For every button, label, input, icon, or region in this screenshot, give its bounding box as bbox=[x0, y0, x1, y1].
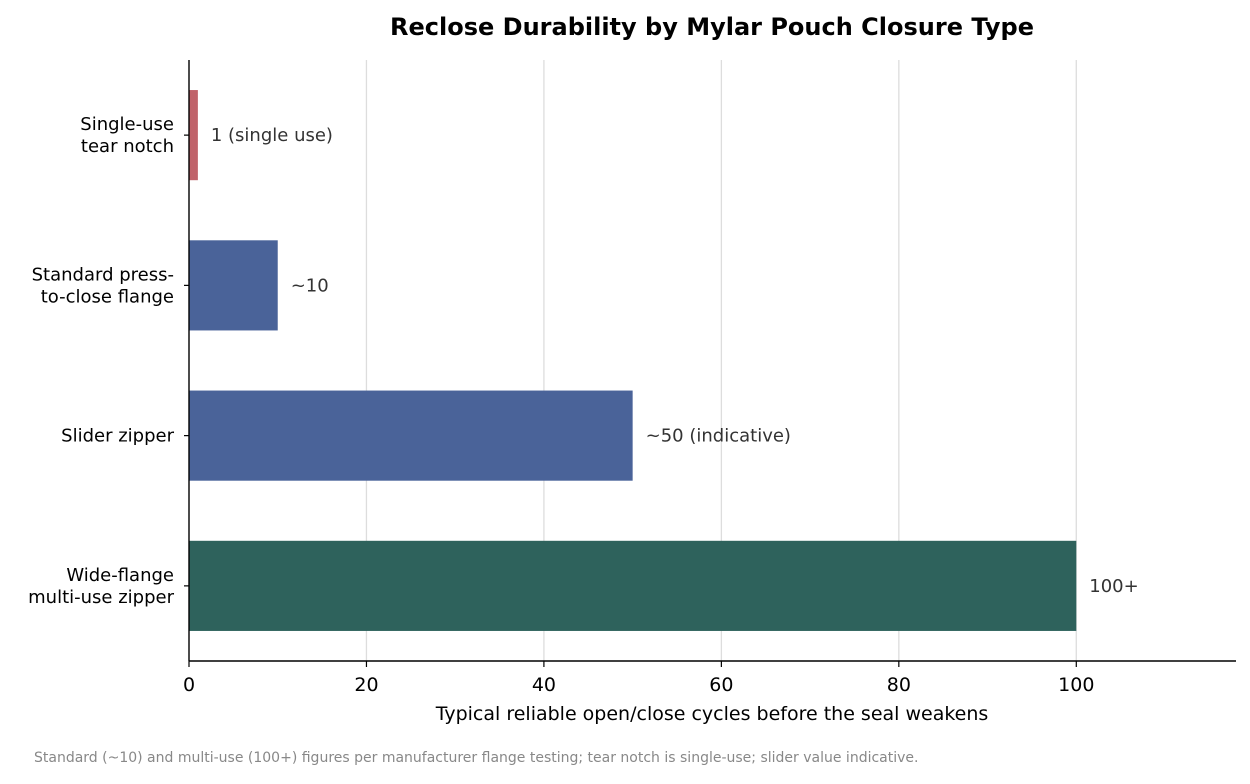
axes: 0 20 40 60 80 100 Single-use tear notch Standard… bbox=[28, 60, 1236, 696]
x-tick-label: 80 bbox=[887, 674, 911, 696]
chart-title: Reclose Durability by Mylar Pouch Closur… bbox=[390, 13, 1034, 41]
bars bbox=[189, 90, 1077, 631]
data-label: ~10 bbox=[291, 275, 329, 296]
x-tick-label: 20 bbox=[354, 674, 378, 696]
bar bbox=[189, 540, 1077, 631]
bar bbox=[189, 90, 198, 181]
x-tick-label: 40 bbox=[532, 674, 556, 696]
x-tick-label: 0 bbox=[183, 674, 195, 696]
bar bbox=[189, 240, 278, 331]
data-label: ~50 (indicative) bbox=[646, 426, 791, 447]
y-tick-label: Slider zipper bbox=[61, 426, 174, 447]
footnote: Standard (~10) and multi-use (100+) figu… bbox=[34, 750, 918, 766]
data-label: 100+ bbox=[1089, 576, 1138, 597]
data-label: 1 (single use) bbox=[211, 125, 333, 146]
x-tick-label: 60 bbox=[709, 674, 733, 696]
bar bbox=[189, 390, 633, 481]
x-tick-label: 100 bbox=[1058, 674, 1094, 696]
x-axis-title: Typical reliable open/close cycles befor… bbox=[435, 703, 989, 725]
y-tick-label: Single-use tear notch bbox=[80, 114, 174, 157]
data-labels: 1 (single use) ~10 ~50 (indicative) 100+ bbox=[211, 125, 1139, 597]
y-tick-label: Standard press-to-close flange bbox=[32, 264, 174, 307]
y-tick-label: Wide-flange multi-use zipper bbox=[28, 565, 174, 608]
